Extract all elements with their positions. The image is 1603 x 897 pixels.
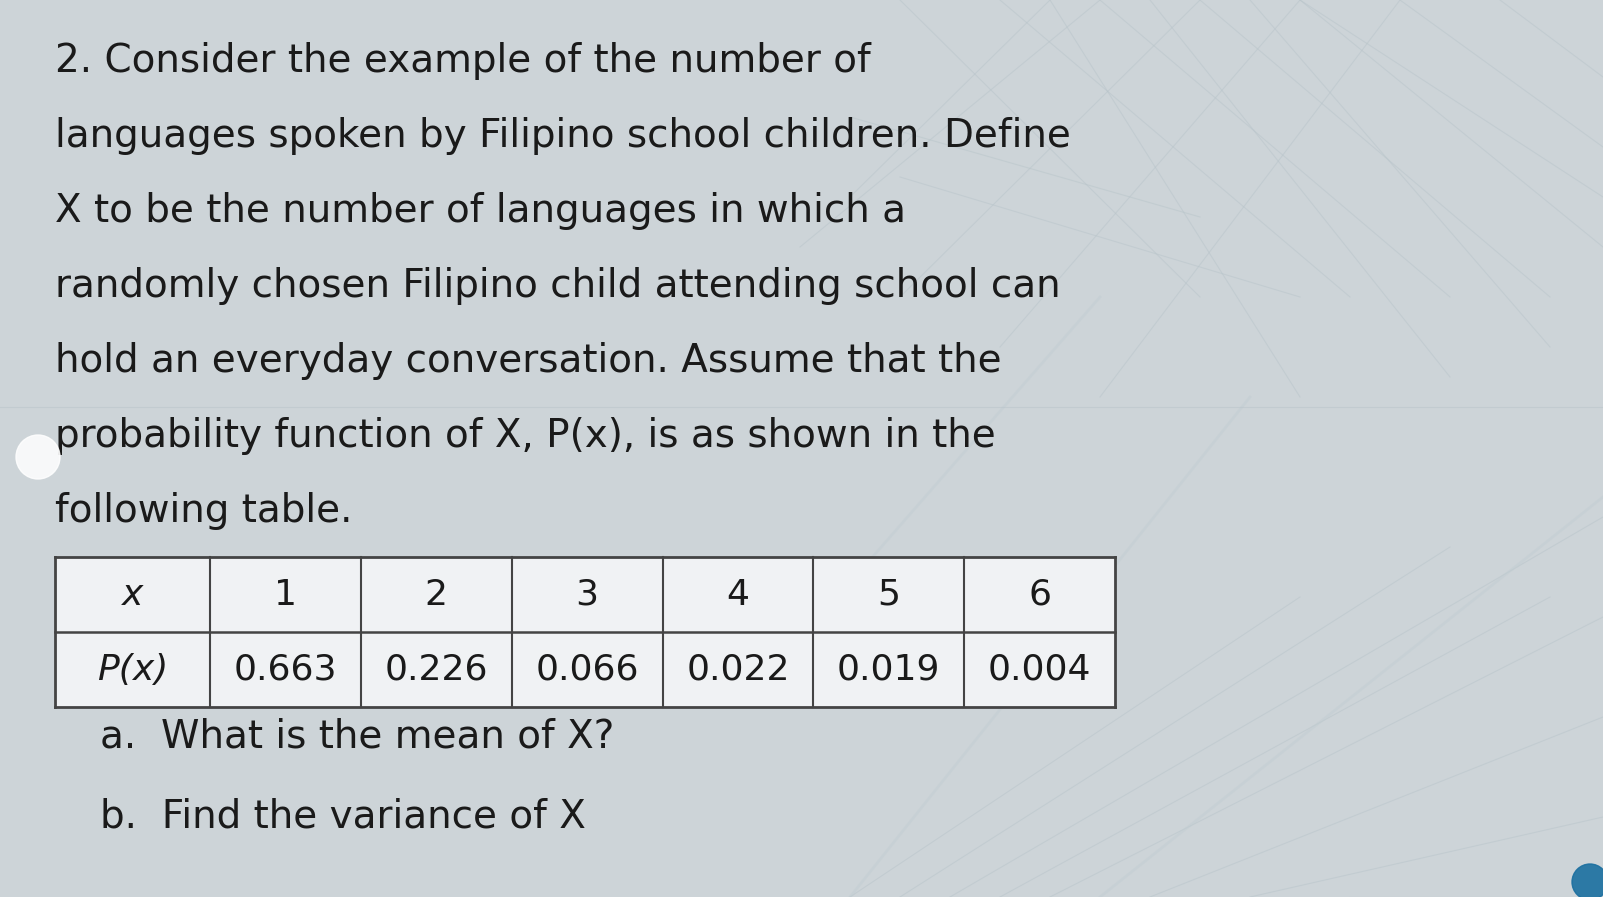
- Circle shape: [1573, 864, 1603, 897]
- Text: a.  What is the mean of X?: a. What is the mean of X?: [99, 717, 614, 755]
- Bar: [55, 557, 1116, 707]
- Text: 2: 2: [425, 578, 447, 612]
- Text: 3: 3: [575, 578, 598, 612]
- Text: x: x: [122, 578, 143, 612]
- Text: 1: 1: [274, 578, 297, 612]
- Text: 0.226: 0.226: [385, 652, 487, 686]
- Text: b.  Find the variance of X: b. Find the variance of X: [99, 797, 585, 835]
- Text: 0.066: 0.066: [535, 652, 640, 686]
- Text: P(x): P(x): [96, 652, 168, 686]
- Text: 6: 6: [1028, 578, 1052, 612]
- Text: 5: 5: [877, 578, 901, 612]
- Text: 0.663: 0.663: [234, 652, 337, 686]
- Text: following table.: following table.: [55, 492, 353, 530]
- Circle shape: [16, 435, 59, 479]
- Text: X to be the number of languages in which a: X to be the number of languages in which…: [55, 192, 906, 230]
- Text: 0.004: 0.004: [987, 652, 1092, 686]
- Text: hold an everyday conversation. Assume that the: hold an everyday conversation. Assume th…: [55, 342, 1002, 380]
- Text: 4: 4: [726, 578, 750, 612]
- Text: 0.019: 0.019: [837, 652, 941, 686]
- Text: probability function of X, P(x), is as shown in the: probability function of X, P(x), is as s…: [55, 417, 995, 455]
- Text: languages spoken by Filipino school children. Define: languages spoken by Filipino school chil…: [55, 117, 1071, 155]
- Text: 2. Consider the example of the number of: 2. Consider the example of the number of: [55, 42, 870, 80]
- Text: randomly chosen Filipino child attending school can: randomly chosen Filipino child attending…: [55, 267, 1061, 305]
- Text: 0.022: 0.022: [686, 652, 790, 686]
